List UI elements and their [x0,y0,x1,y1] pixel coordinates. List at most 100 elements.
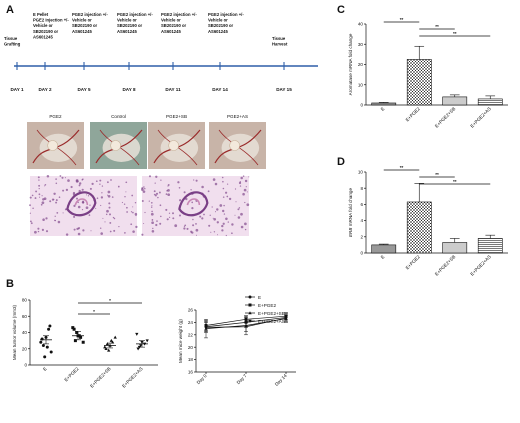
cell-nucleus [106,181,109,184]
lesion [47,140,58,151]
timeline-note: SB202190 or [72,23,98,28]
point-marker [73,339,77,343]
cell-nucleus [78,182,82,185]
cell-nucleus [242,175,245,177]
lesion [229,140,240,151]
y-tick-label: 20 [188,345,194,350]
bar [371,102,397,106]
y-tick-label: 20 [22,346,28,351]
cell-nucleus [178,214,182,217]
timeline-day-label: DAY 8 [122,87,135,92]
point-marker [248,311,252,315]
cell-nucleus [101,185,104,187]
cell-nucleus [37,176,40,179]
cell-nucleus [246,191,248,193]
cell-nucleus [43,197,47,201]
gland-structure [178,191,209,217]
cell-nucleus [29,220,32,223]
cell-nucleus [245,186,247,188]
x-tick-label: E [380,106,386,112]
y-tick-label: 8 [360,186,363,191]
timeline-note: Vehicle or [208,18,228,23]
cell-nucleus [125,181,128,184]
cell-nucleus [234,188,237,190]
photo-label: PGE2 [49,114,62,119]
timeline-note: Vehicle or [161,18,181,23]
cell-nucleus [53,198,55,200]
x-tick-label: E+PGE2 [405,254,422,271]
cell-nucleus [222,196,225,198]
cell-nucleus [64,177,66,179]
cell-nucleus [39,196,41,198]
timeline-note: PGE2 injection +/- [72,12,108,17]
cell-nucleus [168,212,171,214]
cell-nucleus [124,232,126,234]
cell-nucleus [73,204,76,208]
cell-nucleus [96,197,99,199]
cell-nucleus [113,229,116,232]
cell-nucleus [151,205,153,207]
cell-nucleus [240,176,243,180]
y-tick-label: 0 [24,363,27,368]
cell-nucleus [160,179,162,181]
timeline-note: Tissue [4,36,18,41]
cell-nucleus [126,211,128,213]
cell-nucleus [243,188,247,192]
bar [371,244,397,254]
timeline-note: PGE2 injection +/- [33,18,69,23]
cell-nucleus [159,222,162,225]
cell-nucleus [130,223,133,226]
cell-nucleus [91,182,94,186]
cell-nucleus [158,191,161,194]
cell-nucleus [95,207,97,209]
cell-nucleus [34,230,37,234]
cell-nucleus [212,178,216,181]
cell-nucleus [240,212,243,216]
cell-nucleus [82,200,84,202]
y-tick-label: 80 [22,298,28,303]
cell-nucleus [213,217,217,221]
cell-nucleus [185,197,188,201]
cell-nucleus [238,207,241,209]
y-tick-label: 10 [358,170,364,175]
legend-label: E [258,295,261,300]
cell-nucleus [203,213,205,216]
point-marker [103,345,107,349]
timeline-note: Vehicle or [33,23,53,28]
timeline-note: SB202190 or [33,29,59,34]
timeline-note: AS601245 [208,29,228,34]
cell-nucleus [100,196,104,199]
cell-nucleus [113,217,116,220]
cell-nucleus [32,207,34,209]
cell-nucleus [38,184,41,187]
cell-nucleus [90,230,92,232]
cell-nucleus [67,179,70,182]
cell-nucleus [65,233,69,236]
cell-nucleus [42,218,45,221]
cell-nucleus [77,201,79,204]
cell-nucleus [151,210,153,213]
significance-label: * [109,298,111,303]
cell-nucleus [41,228,45,231]
x-tick-label: E+PGE2+AS [469,254,492,277]
cell-nucleus [131,194,134,197]
y-tick-label: 6 [360,202,363,207]
cell-nucleus [225,234,227,237]
cell-nucleus [62,212,64,214]
cell-nucleus [153,193,156,196]
cell-nucleus [78,184,81,187]
cell-nucleus [226,183,229,185]
timeline-day-label: DAY 14 [212,87,228,92]
cell-nucleus [223,204,225,207]
cell-nucleus [109,213,111,216]
cell-nucleus [183,191,186,194]
cell-nucleus [234,214,236,216]
x-tick-label: E+PGE2 [63,366,80,383]
cell-nucleus [77,205,81,209]
cell-nucleus [81,178,84,181]
cell-nucleus [179,199,182,202]
photo-row: PGE2 Control PGE2+SB PGE2+AS [27,114,266,169]
chart-erb: 0 2 4 6 8 10 ERB mRNA fold change E E+PGE2 E+PGE2… [348,165,508,277]
cell-nucleus [78,189,81,193]
cell-nucleus [121,201,123,204]
